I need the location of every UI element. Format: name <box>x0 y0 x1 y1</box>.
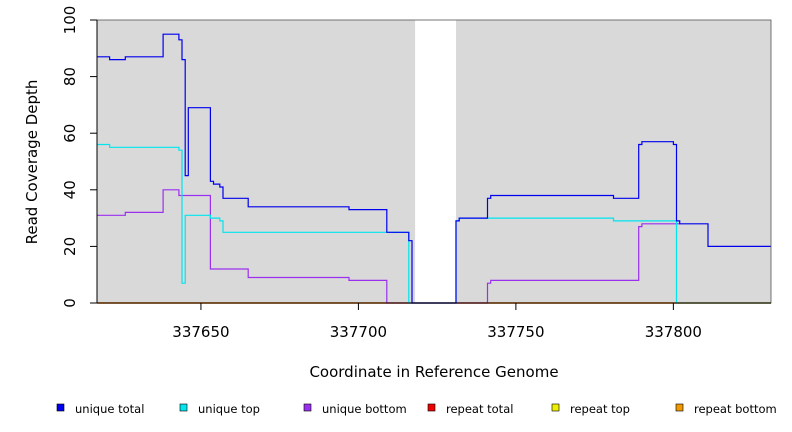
series-line-unique-top <box>97 143 771 304</box>
shaded-region-1 <box>456 20 771 303</box>
legend-swatch <box>675 403 684 412</box>
legend-label: repeat top <box>570 402 630 416</box>
legend-swatch <box>56 403 65 412</box>
y-tick-label: 100 <box>61 6 79 35</box>
legend-swatch <box>551 403 560 412</box>
x-axis-label: Coordinate in Reference Genome <box>309 363 558 381</box>
x-tick-label: 337700 <box>330 323 387 341</box>
legend-swatch <box>303 403 312 412</box>
y-tick-label: 80 <box>61 67 79 86</box>
legend-label: unique total <box>75 402 144 416</box>
series-line-unique-total <box>97 33 771 304</box>
x-axis: 337650 337700 337750 337800 <box>97 302 771 341</box>
shaded-regions <box>97 20 771 303</box>
legend-label: unique top <box>198 402 260 416</box>
legend-label: unique bottom <box>322 402 407 416</box>
y-axis: 0 20 40 60 80 100 <box>61 6 98 308</box>
legend-label: repeat total <box>446 402 513 416</box>
x-tick-label: 337800 <box>645 323 702 341</box>
legend-swatch <box>427 403 436 412</box>
y-tick-label: 0 <box>61 298 79 308</box>
y-tick-label: 60 <box>61 124 79 143</box>
shaded-region-0 <box>97 20 416 303</box>
x-tick-label: 337750 <box>487 323 544 341</box>
y-tick-label: 20 <box>61 237 79 256</box>
legend: unique total unique top unique bottom repea… <box>56 402 777 416</box>
legend-swatch <box>179 403 188 412</box>
y-tick-label: 40 <box>61 180 79 199</box>
x-tick-label: 337650 <box>172 323 229 341</box>
y-axis-label: Read Coverage Depth <box>23 80 41 245</box>
legend-label: repeat bottom <box>694 402 777 416</box>
series-line-unique-bottom <box>97 189 680 304</box>
